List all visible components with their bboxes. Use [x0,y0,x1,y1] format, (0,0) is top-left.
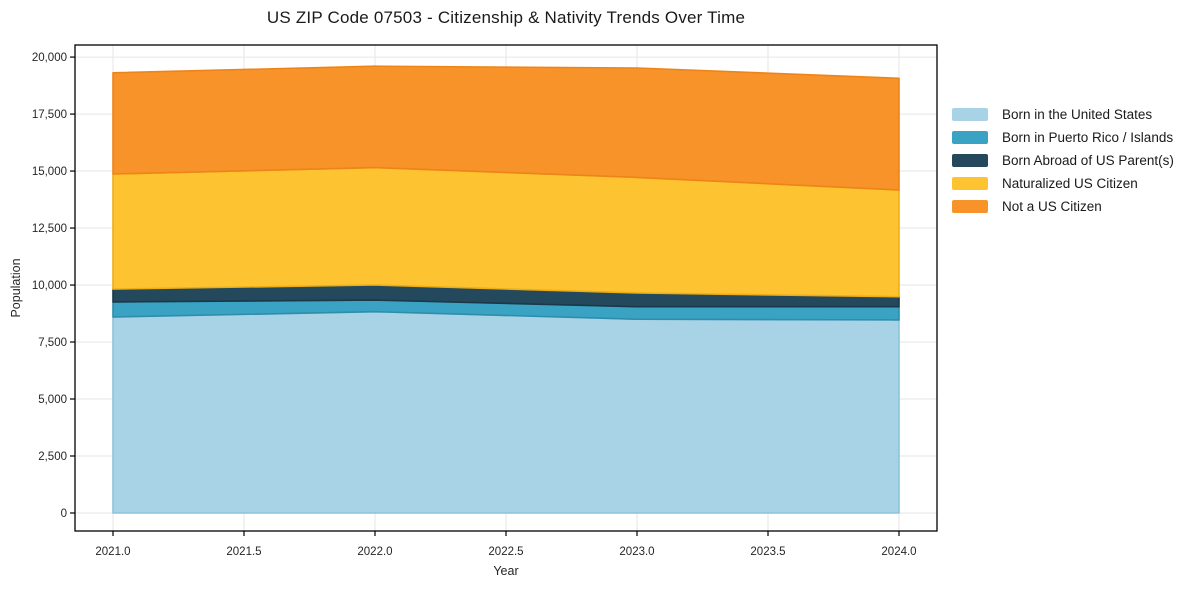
y-tick-label: 7,500 [38,337,67,349]
y-tick-label: 0 [61,508,67,520]
x-tick-label: 2021.5 [226,546,261,558]
legend-label: Naturalized US Citizen [1002,176,1138,191]
legend-swatch-icon [952,131,988,144]
x-tick-label: 2023.5 [750,546,785,558]
legend: Born in the United States Born in Puerto… [952,103,1174,218]
area-not-a-us-citizen [112,65,900,191]
y-tick-label: 10,000 [32,280,67,292]
legend-item: Born Abroad of US Parent(s) [952,149,1174,172]
area-naturalized-us-citizen [112,166,900,298]
y-tick-label: 5,000 [38,394,67,406]
legend-item: Naturalized US Citizen [952,172,1174,195]
x-tick-label: 2022.0 [357,546,392,558]
x-tick-label: 2024.0 [881,546,916,558]
legend-swatch-icon [952,200,988,213]
y-tick-label: 2,500 [38,451,67,463]
legend-label: Not a US Citizen [1002,199,1102,214]
y-tick-label: 15,000 [32,166,67,178]
legend-swatch-icon [952,154,988,167]
y-tick-label: 12,500 [32,223,67,235]
legend-item: Not a US Citizen [952,195,1174,218]
x-tick-label: 2021.0 [95,546,130,558]
legend-label: Born Abroad of US Parent(s) [1002,153,1174,168]
legend-item: Born in the United States [952,103,1174,126]
x-tick-label: 2023.0 [619,546,654,558]
legend-swatch-icon [952,177,988,190]
y-axis-label: Population [9,258,23,318]
y-tick-label: 20,000 [32,52,67,64]
x-tick-label: 2022.5 [488,546,523,558]
legend-label: Born in Puerto Rico / Islands [1002,130,1174,145]
area-born-in-the-united-states [112,310,900,514]
legend-swatch-icon [952,108,988,121]
chart-title: US ZIP Code 07503 - Citizenship & Nativi… [266,8,746,27]
legend-label: Born in the United States [1002,107,1153,122]
x-axis-label: Year [493,564,519,578]
y-tick-label: 17,500 [32,109,67,121]
legend-item: Born in Puerto Rico / Islands [952,126,1174,149]
